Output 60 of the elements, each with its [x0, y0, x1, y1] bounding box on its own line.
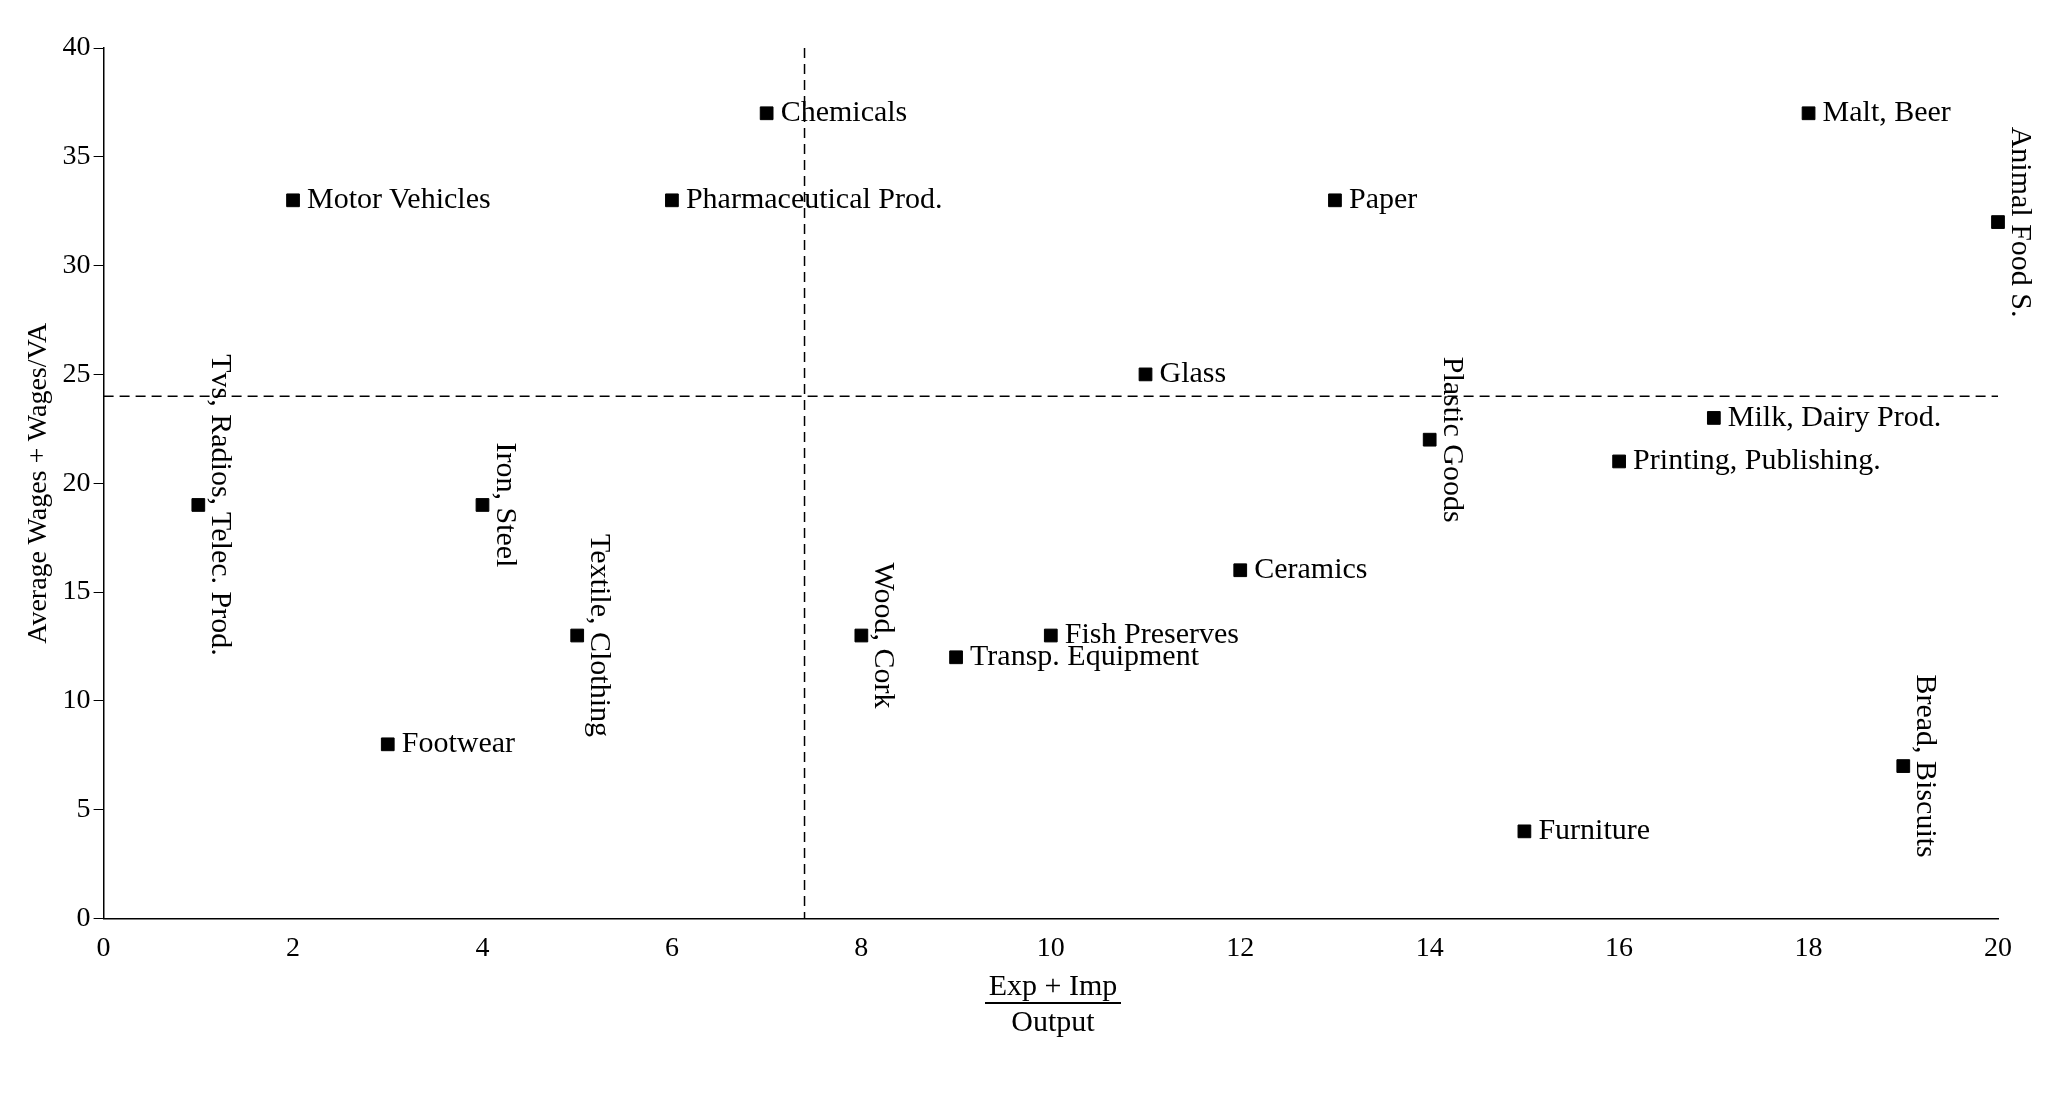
- point: [1896, 759, 1911, 773]
- point: [1706, 411, 1721, 425]
- point: [1328, 193, 1342, 208]
- annotation: Malt, Beer: [1822, 94, 1951, 128]
- point: [1043, 628, 1058, 643]
- annotation: Chemicals: [780, 94, 908, 128]
- annotation: Pharmaceutical Prod.: [685, 181, 943, 215]
- y-tick-label: 0: [76, 900, 91, 932]
- annotation: Motor Vehicles: [307, 181, 491, 215]
- y-tick-label: 10: [62, 683, 91, 715]
- x-tick-label: 18: [1794, 930, 1823, 962]
- point: [570, 628, 585, 643]
- point: [191, 498, 206, 512]
- annotation: Tvs, Radios, Telec. Prod.: [206, 354, 240, 656]
- x-tick-label: 0: [96, 930, 111, 962]
- point: [949, 650, 963, 665]
- point: [665, 193, 679, 208]
- annotation: Footwear: [401, 725, 516, 759]
- x-tick-label: 14: [1415, 930, 1444, 962]
- y-tick-label: 20: [62, 465, 91, 497]
- y-axis-title: Average Wages + Wages/VA: [21, 321, 53, 644]
- x-tick-label: 10: [1036, 930, 1065, 962]
- point: [1233, 563, 1248, 578]
- annotation: Ceramics: [1254, 551, 1368, 585]
- point: [854, 628, 869, 643]
- x-tick-label: 8: [854, 930, 869, 962]
- y-tick-label: 5: [76, 791, 91, 823]
- y-tick-label: 25: [62, 356, 91, 388]
- annotation: Furniture: [1538, 812, 1651, 846]
- point: [1612, 454, 1626, 469]
- annotation: Paper: [1348, 181, 1418, 215]
- x-tick-label: 6: [664, 930, 679, 962]
- point: [1801, 106, 1816, 121]
- point: [1517, 824, 1532, 839]
- annotation: Animal Food S.: [2006, 126, 2040, 318]
- point: [380, 737, 395, 752]
- annotation: Wood, Cork: [869, 562, 903, 709]
- x-tick-label: 4: [475, 930, 490, 962]
- x-tick-label: 12: [1226, 930, 1255, 962]
- point: [1991, 215, 2005, 229]
- y-tick-label: 35: [62, 139, 91, 171]
- y-tick-label: 15: [62, 574, 91, 606]
- x-axis-title: Exp + Imp Output: [987, 968, 1119, 1038]
- annotation: Glass: [1159, 355, 1227, 389]
- point: [475, 498, 490, 512]
- annotation: Milk, Dairy Prod.: [1727, 398, 1942, 432]
- annotation: Bread, Biscuits: [1911, 674, 1945, 858]
- annotation: Iron, Steel: [490, 442, 524, 568]
- x-tick-label: 16: [1605, 930, 1634, 962]
- x-tick-label: 2: [286, 930, 301, 962]
- x-tick-label: 20: [1984, 930, 2012, 962]
- y-tick-label: 30: [62, 247, 91, 279]
- point: [1138, 367, 1153, 382]
- point: [1422, 432, 1437, 447]
- annotation: Printing, Publishing.: [1633, 442, 1881, 476]
- y-tick-label: 40: [62, 30, 91, 62]
- annotation: Textile, Clothing: [585, 534, 619, 737]
- annotation: Plastic Goods: [1437, 356, 1471, 523]
- point: [759, 106, 774, 121]
- point: [286, 193, 300, 208]
